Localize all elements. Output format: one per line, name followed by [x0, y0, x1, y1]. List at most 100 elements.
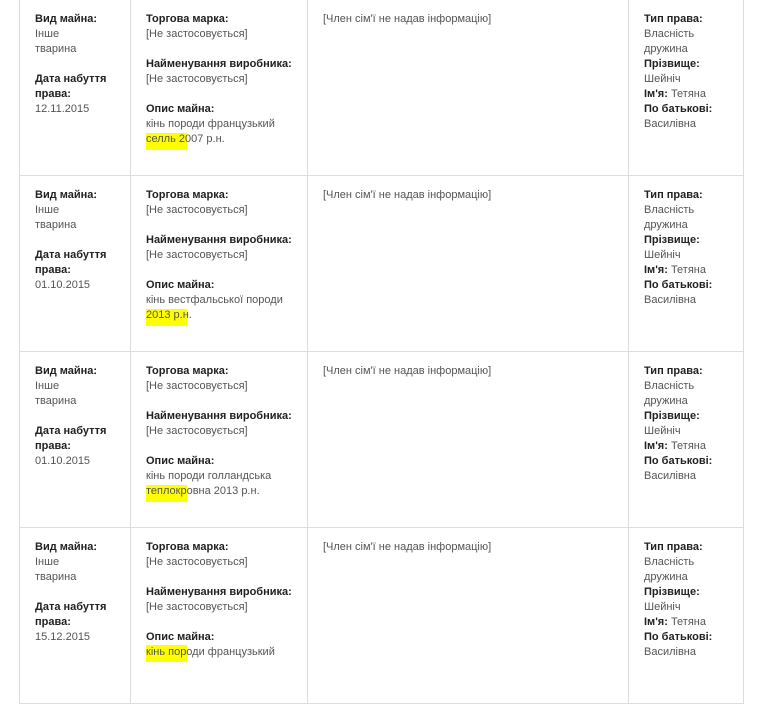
- surname-label: Прізвище:: [644, 58, 700, 70]
- property-cell: Вид майна: Інше тварина Дата набуття пра…: [19, 0, 131, 176]
- property-cell: Вид майна: Інше тварина Дата набуття пра…: [19, 527, 131, 704]
- acquisition-date-value: 12.11.2015: [35, 103, 90, 115]
- name-label: Ім'я:: [644, 88, 668, 100]
- description-value: кінь породи французький селль 2007 р.н.: [146, 118, 275, 145]
- property-cell: Вид майна: Інше тварина Дата набуття пра…: [19, 175, 131, 352]
- surname-label: Прізвище:: [644, 586, 700, 598]
- acquisition-date-value: 15.12.2015: [35, 631, 91, 643]
- ownership-cell: Тип права: Власність дружина Прізвище: Ш…: [628, 527, 744, 704]
- manufacturer-label: Найменування виробника:: [146, 586, 292, 598]
- right-type-label: Тип права:: [644, 13, 703, 25]
- manufacturer-value: [Не застосовується]: [146, 425, 248, 437]
- description-label: Опис майна:: [146, 103, 215, 115]
- surname-value: Шейніч: [644, 249, 681, 261]
- manufacturer-value: [Не застосовується]: [146, 601, 248, 613]
- patronymic-label: По батькові:: [644, 455, 713, 467]
- family-member-cell: [Член сім'ї не надав інформацію]: [307, 175, 629, 352]
- description-value: кінь породи французький: [146, 646, 275, 658]
- property-type-value: Інше тварина: [35, 556, 77, 583]
- search-highlight: [146, 133, 187, 150]
- ownership-cell: Тип права: Власність дружина Прізвище: Ш…: [628, 175, 744, 352]
- right-type-label: Тип права:: [644, 365, 703, 377]
- property-type-label: Вид майна:: [35, 541, 98, 553]
- trademark-value: [Не застосовується]: [146, 28, 248, 40]
- table-row: Вид майна: Інше тварина Дата набуття пра…: [19, 0, 744, 176]
- right-type-label: Тип права:: [644, 541, 703, 553]
- trademark-label: Торгова марка:: [146, 365, 229, 377]
- right-type-value: Власність дружина: [644, 556, 695, 583]
- surname-value: Шейніч: [644, 601, 681, 613]
- manufacturer-value: [Не застосовується]: [146, 249, 248, 261]
- acquisition-date-value: 01.10.2015: [35, 279, 91, 291]
- description-label: Опис майна:: [146, 279, 215, 291]
- surname-label: Прізвище:: [644, 410, 700, 422]
- family-member-info: [Член сім'ї не надав інформацію]: [323, 541, 492, 553]
- family-member-cell: [Член сім'ї не надав інформацію]: [307, 351, 629, 528]
- property-type-value: Інше тварина: [35, 28, 77, 55]
- property-type-label: Вид майна:: [35, 189, 98, 201]
- patronymic-label: По батькові:: [644, 103, 713, 115]
- family-member-info: [Член сім'ї не надав інформацію]: [323, 365, 492, 377]
- manufacturer-label: Найменування виробника:: [146, 58, 292, 70]
- description-value: кінь вестфальської породи 2013 р.н.: [146, 294, 283, 321]
- surname-label: Прізвище:: [644, 234, 700, 246]
- manufacturer-label: Найменування виробника:: [146, 234, 292, 246]
- family-member-cell: [Член сім'ї не надав інформацію]: [307, 0, 629, 176]
- family-member-info: [Член сім'ї не надав інформацію]: [323, 189, 492, 201]
- patronymic-label: По батькові:: [644, 631, 713, 643]
- patronymic-label: По батькові:: [644, 279, 713, 291]
- details-cell: Торгова марка: [Не застосовується] Найме…: [130, 175, 308, 352]
- property-type-value: Інше тварина: [35, 204, 77, 231]
- right-type-value: Власність дружина: [644, 28, 695, 55]
- name-value: Тетяна: [670, 440, 706, 452]
- name-value: Тетяна: [670, 264, 706, 276]
- trademark-value: [Не застосовується]: [146, 556, 248, 568]
- patronymic-value: Василівна: [644, 646, 696, 658]
- right-type-value: Власність дружина: [644, 204, 695, 231]
- patronymic-value: Василівна: [644, 294, 696, 306]
- acquisition-date-label: Дата набуття права:: [35, 73, 107, 100]
- name-label: Ім'я:: [644, 264, 668, 276]
- acquisition-date-label: Дата набуття права:: [35, 249, 107, 276]
- acquisition-date-label: Дата набуття права:: [35, 601, 107, 628]
- name-value: Тетяна: [670, 88, 706, 100]
- name-label: Ім'я:: [644, 616, 668, 628]
- manufacturer-label: Найменування виробника:: [146, 410, 292, 422]
- acquisition-date-label: Дата набуття права:: [35, 425, 107, 452]
- search-highlight: [146, 309, 187, 326]
- property-type-label: Вид майна:: [35, 365, 98, 377]
- property-type-value: Інше тварина: [35, 380, 77, 407]
- ownership-cell: Тип права: Власність дружина Прізвище: Ш…: [628, 0, 744, 176]
- name-value: Тетяна: [670, 616, 706, 628]
- surname-value: Шейніч: [644, 73, 681, 85]
- trademark-value: [Не застосовується]: [146, 204, 248, 216]
- surname-value: Шейніч: [644, 425, 681, 437]
- description-label: Опис майна:: [146, 631, 215, 643]
- ownership-cell: Тип права: Власність дружина Прізвище: Ш…: [628, 351, 744, 528]
- table-row: Вид майна: Інше тварина Дата набуття пра…: [19, 351, 744, 528]
- manufacturer-value: [Не застосовується]: [146, 73, 248, 85]
- details-cell: Торгова марка: [Не застосовується] Найме…: [130, 0, 308, 176]
- table-row: Вид майна: Інше тварина Дата набуття пра…: [19, 175, 744, 352]
- trademark-label: Торгова марка:: [146, 189, 229, 201]
- search-highlight: [146, 485, 187, 502]
- details-cell: Торгова марка: [Не застосовується] Найме…: [130, 527, 308, 704]
- description-label: Опис майна:: [146, 455, 215, 467]
- trademark-label: Торгова марка:: [146, 541, 229, 553]
- family-member-cell: [Член сім'ї не надав інформацію]: [307, 527, 629, 704]
- family-member-info: [Член сім'ї не надав інформацію]: [323, 13, 492, 25]
- acquisition-date-value: 01.10.2015: [35, 455, 91, 467]
- trademark-value: [Не застосовується]: [146, 380, 248, 392]
- details-cell: Торгова марка: [Не застосовується] Найме…: [130, 351, 308, 528]
- right-type-label: Тип права:: [644, 189, 703, 201]
- property-table: Вид майна: Інше тварина Дата набуття пра…: [19, 0, 744, 704]
- right-type-value: Власність дружина: [644, 380, 695, 407]
- name-label: Ім'я:: [644, 440, 668, 452]
- patronymic-value: Василівна: [644, 470, 696, 482]
- patronymic-value: Василівна: [644, 118, 696, 130]
- description-value: кінь породи голландська теплокровна 2013…: [146, 470, 272, 497]
- table-row: Вид майна: Інше тварина Дата набуття пра…: [19, 527, 744, 704]
- property-type-label: Вид майна:: [35, 13, 98, 25]
- trademark-label: Торгова марка:: [146, 13, 229, 25]
- property-cell: Вид майна: Інше тварина Дата набуття пра…: [19, 351, 131, 528]
